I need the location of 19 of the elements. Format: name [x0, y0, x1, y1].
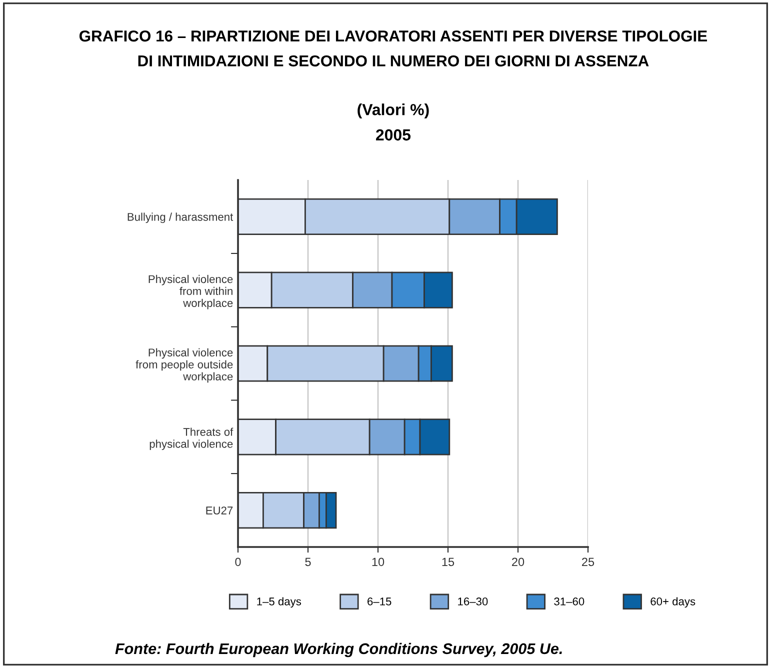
source-note: Fonte: Fourth European Working Conditions Survey, 2005 Ue.: [115, 642, 562, 658]
chart-subtitle: (Valori %) 2005: [358, 104, 429, 141]
x-tick-label: 0: [235, 558, 241, 566]
y-tick-label: EU27: [206, 506, 233, 514]
y-tick-label: Physical violence from within workplace: [148, 274, 233, 310]
x-tick-label: 15: [442, 558, 454, 566]
x-tick-label: 20: [512, 558, 524, 566]
legend-label: 1–5 days: [257, 597, 302, 608]
x-tick-label: 25: [582, 558, 594, 566]
x-tick-label: 10: [372, 558, 384, 566]
x-tick-label: 5: [305, 558, 311, 566]
legend-label: 31–60: [554, 598, 584, 606]
chart-title: GRAFICO 16 – RIPARTIZIONE DEI LAVORATORI ASSENTI PER DIVERSE TIPOLOGIE DI INTIMIDAZIONI E SECONDO IL NUMERO DEI GIORNI DI ASSENZA: [79, 30, 707, 66]
y-tick-label: Physical violence from people outside workplace: [136, 348, 233, 383]
legend-label: 60+ days: [650, 597, 696, 608]
legend-label: 16–30: [458, 598, 488, 606]
y-tick-label: Bullying / harassment: [128, 212, 234, 224]
y-tick-label: Threats of physical violence: [150, 428, 234, 450]
legend-label: 6–15: [368, 598, 392, 606]
